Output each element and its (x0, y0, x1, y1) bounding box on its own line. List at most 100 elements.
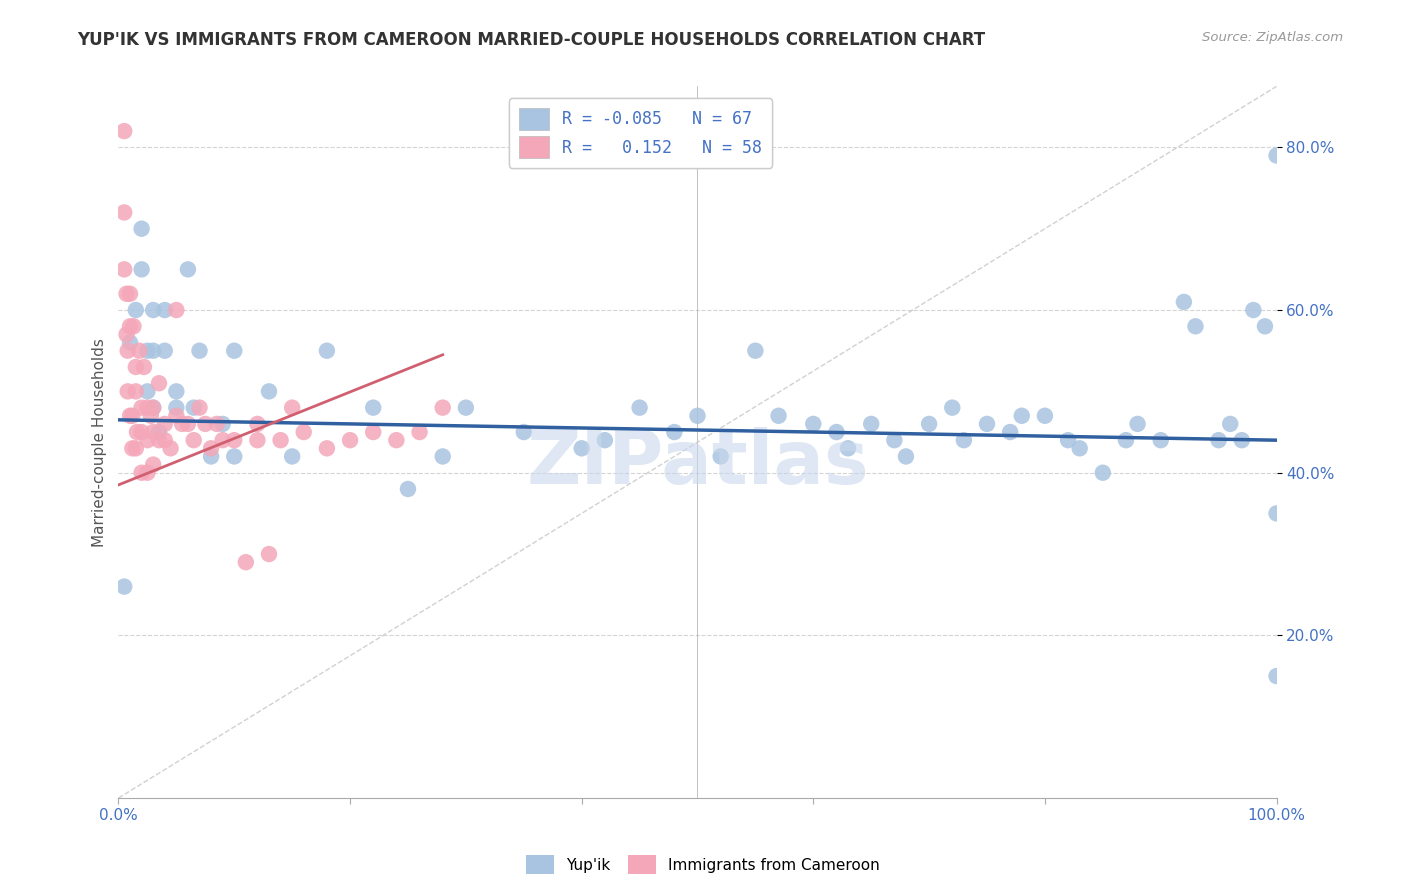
Point (1265, 669, 1288, 683)
Point (1219, 417, 1241, 431)
Point (194, 417, 217, 431)
Point (998, 425, 1021, 439)
Point (281, 401, 304, 415)
Point (281, 450, 304, 464)
Point (1126, 417, 1149, 431)
Point (1241, 303, 1264, 318)
Point (136, 466, 159, 480)
Point (188, 401, 211, 415)
Point (1184, 319, 1206, 334)
Point (200, 450, 222, 464)
Point (153, 303, 176, 318)
Point (628, 401, 651, 415)
Point (117, 343, 139, 358)
Point (432, 450, 454, 464)
Point (825, 425, 848, 439)
Y-axis label: Married-couple Households: Married-couple Households (93, 338, 107, 547)
Point (132, 359, 155, 374)
Point (1230, 433, 1253, 447)
Point (117, 384, 139, 399)
Point (257, 547, 280, 561)
Point (125, 303, 148, 318)
Point (200, 442, 222, 456)
Point (128, 343, 150, 358)
Point (115, 327, 138, 342)
Point (513, 425, 536, 439)
Point (316, 343, 339, 358)
Point (148, 425, 170, 439)
Point (165, 384, 187, 399)
Point (142, 458, 165, 472)
Point (136, 433, 159, 447)
Point (396, 482, 419, 496)
Point (432, 401, 454, 415)
Point (593, 433, 616, 447)
Point (165, 401, 187, 415)
Point (801, 417, 824, 431)
Point (125, 442, 148, 456)
Text: YUP'IK VS IMMIGRANTS FROM CAMEROON MARRIED-COUPLE HOUSEHOLDS CORRELATION CHART: YUP'IK VS IMMIGRANTS FROM CAMEROON MARRI… (77, 31, 986, 49)
Point (115, 286, 138, 301)
Point (1091, 466, 1114, 480)
Point (1033, 409, 1056, 423)
Point (112, 262, 135, 277)
Point (211, 433, 233, 447)
Point (1265, 148, 1288, 162)
Point (1069, 442, 1091, 456)
Point (224, 343, 246, 358)
Point (257, 384, 280, 399)
Point (246, 433, 269, 447)
Point (125, 425, 148, 439)
Point (246, 417, 269, 431)
Point (454, 401, 477, 415)
Point (1208, 433, 1230, 447)
Point (122, 319, 145, 334)
Point (183, 401, 205, 415)
Point (165, 409, 187, 423)
Legend: R = -0.085   N = 67, R =   0.152   N = 58: R = -0.085 N = 67, R = 0.152 N = 58 (509, 98, 772, 168)
Point (177, 262, 200, 277)
Point (894, 450, 917, 464)
Point (112, 580, 135, 594)
Point (270, 433, 292, 447)
Point (142, 401, 165, 415)
Point (385, 433, 408, 447)
Point (339, 433, 361, 447)
Point (148, 376, 170, 391)
Point (131, 401, 153, 415)
Point (292, 425, 315, 439)
Point (1254, 319, 1277, 334)
Point (112, 205, 135, 219)
Point (744, 343, 766, 358)
Point (1115, 433, 1137, 447)
Point (837, 442, 859, 456)
Point (177, 417, 200, 431)
Point (686, 409, 709, 423)
Point (118, 319, 141, 334)
Point (361, 425, 384, 439)
Point (131, 221, 153, 235)
Point (118, 335, 141, 350)
Point (361, 401, 384, 415)
Legend: Yup'ik, Immigrants from Cameroon: Yup'ik, Immigrants from Cameroon (520, 849, 886, 880)
Point (710, 450, 733, 464)
Point (768, 409, 790, 423)
Point (224, 433, 246, 447)
Point (142, 401, 165, 415)
Point (159, 442, 181, 456)
Point (112, 124, 135, 138)
Point (316, 442, 339, 456)
Point (224, 450, 246, 464)
Point (153, 417, 176, 431)
Point (1057, 433, 1080, 447)
Point (121, 409, 143, 423)
Point (183, 433, 205, 447)
Point (153, 343, 176, 358)
Point (860, 417, 883, 431)
Point (125, 359, 148, 374)
Text: Source: ZipAtlas.com: Source: ZipAtlas.com (1202, 31, 1343, 45)
Point (883, 433, 905, 447)
Point (153, 433, 176, 447)
Point (571, 442, 593, 456)
Point (125, 384, 148, 399)
